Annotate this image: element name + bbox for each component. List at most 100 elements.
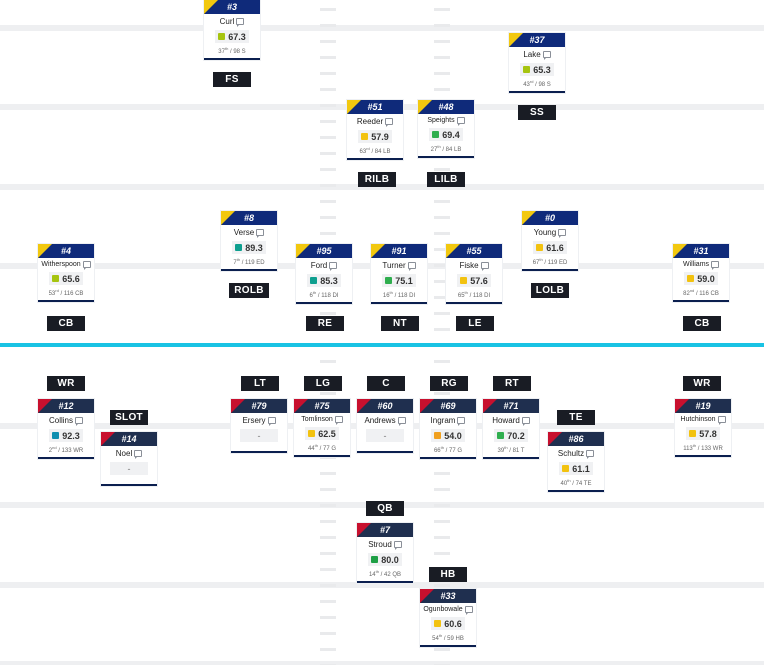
player-name[interactable]: Noel <box>115 449 133 458</box>
hash-mark <box>434 72 450 75</box>
grade-badge: 60.6 <box>431 617 465 630</box>
player-name[interactable]: Howard <box>492 416 520 425</box>
player-card-wr-right[interactable]: #19 Hutchinson 57.8 113th / 133 WR <box>675 399 731 457</box>
player-name[interactable]: Fiske <box>459 261 479 270</box>
rank-suffix: th <box>437 144 441 149</box>
note-icon[interactable] <box>397 417 406 426</box>
note-icon[interactable] <box>236 18 245 27</box>
note-icon[interactable] <box>334 416 343 425</box>
hash-mark <box>434 232 450 235</box>
jersey-number: #12 <box>58 401 74 411</box>
player-name[interactable]: Ingram <box>430 416 456 425</box>
player-card-le[interactable]: #55 Fiske 57.6 65th / 118 DI <box>446 244 502 304</box>
player-card-qb[interactable]: #7 Stroud 80.0 14th / 42 QB <box>357 523 413 583</box>
rank-total: / 119 ED <box>544 260 568 266</box>
jersey-number: #86 <box>568 434 584 444</box>
grade-color-indicator <box>235 244 243 251</box>
player-card-wr-left[interactable]: #12 Collins 92.3 2nd / 133 WR <box>38 399 94 459</box>
rank-number: 82 <box>683 291 690 297</box>
grade-value: 62.5 <box>318 428 336 439</box>
jersey-number-header: #0 <box>522 211 578 225</box>
player-card-rolb[interactable]: #8 Verse 89.3 7th / 119 ED <box>221 211 277 271</box>
jersey-number-header: #60 <box>357 399 413 413</box>
player-name[interactable]: Collins <box>48 416 73 425</box>
player-name[interactable]: Hutchinson <box>680 416 716 423</box>
player-card-re[interactable]: #95 Ford 85.3 6th / 118 DI <box>296 244 352 304</box>
player-card-te[interactable]: #86 Schultz 61.1 40th / 74 TE <box>548 432 604 492</box>
note-icon[interactable] <box>586 450 595 459</box>
player-card-fs[interactable]: #3 Curl 67.3 37th / 98 S <box>204 0 260 60</box>
player-name[interactable]: Curl <box>219 17 235 26</box>
player-name[interactable]: Tomlinson <box>301 416 333 423</box>
player-name[interactable]: Stroud <box>368 540 392 549</box>
player-name[interactable]: Ogunbowale <box>423 606 463 613</box>
player-name[interactable]: Lake <box>523 50 541 59</box>
note-icon[interactable] <box>711 261 720 270</box>
rank-number: 2 <box>48 448 53 454</box>
jersey-number-header: #3 <box>204 0 260 14</box>
note-icon[interactable] <box>542 51 551 60</box>
player-name[interactable]: Turner <box>382 261 406 270</box>
note-icon[interactable] <box>456 117 465 126</box>
player-card-cb-right[interactable]: #31 Williams 59.0 82nd / 116 CB <box>673 244 729 302</box>
note-icon[interactable] <box>480 262 489 271</box>
grade-value: 61.1 <box>572 463 590 474</box>
player-card-lt[interactable]: #79 Ersery - <box>231 399 287 453</box>
note-icon[interactable] <box>558 229 567 238</box>
rank-suffix: rd <box>55 288 59 293</box>
note-icon[interactable] <box>464 606 473 615</box>
rank-suffix: nd <box>52 445 57 450</box>
player-card-hb[interactable]: #33 Ogunbowale 60.6 54th / 59 HB <box>420 589 476 647</box>
player-card-c[interactable]: #60 Andrews - <box>357 399 413 453</box>
note-icon[interactable] <box>329 262 338 271</box>
hash-mark <box>320 488 336 491</box>
player-card-lg[interactable]: #75 Tomlinson 62.5 44th / 77 G <box>294 399 350 457</box>
hash-mark <box>434 328 450 331</box>
player-card-slot[interactable]: #14 Noel - <box>101 432 157 486</box>
player-name[interactable]: Schultz <box>557 449 585 458</box>
player-name[interactable]: Young <box>533 228 557 237</box>
note-icon[interactable] <box>267 417 276 426</box>
player-card-ss[interactable]: #37 Lake 65.3 43rd / 98 S <box>509 33 565 93</box>
grade-value: 92.3 <box>62 430 80 441</box>
grade-color-indicator <box>536 244 544 251</box>
jersey-number-header: #14 <box>101 432 157 446</box>
player-name[interactable]: Ersery <box>242 416 266 425</box>
player-card-cb-left[interactable]: #4 Witherspoon 65.6 53rd / 116 CB <box>38 244 94 302</box>
player-name[interactable]: Williams <box>682 261 710 268</box>
note-icon[interactable] <box>407 262 416 271</box>
note-icon[interactable] <box>521 417 530 426</box>
player-card-lolb[interactable]: #0 Young 61.6 67th / 119 ED <box>522 211 578 271</box>
rank-number: 54 <box>432 636 439 642</box>
player-name[interactable]: Ford <box>310 261 328 270</box>
hash-mark <box>434 264 450 267</box>
grade-value: - <box>257 430 261 441</box>
player-card-rt[interactable]: #71 Howard 70.2 39th / 81 T <box>483 399 539 459</box>
player-name[interactable]: Speights <box>427 117 455 124</box>
player-card-rg[interactable]: #69 Ingram 54.0 66th / 77 G <box>420 399 476 459</box>
note-icon[interactable] <box>256 229 265 238</box>
player-name[interactable]: Andrews <box>364 416 396 425</box>
player-card-rilb[interactable]: #51 Reeder 57.9 63rd / 84 LB <box>347 100 403 160</box>
hash-mark <box>434 360 450 363</box>
jersey-number-header: #12 <box>38 399 94 413</box>
note-icon[interactable] <box>82 261 91 270</box>
player-name[interactable]: Verse <box>233 228 255 237</box>
yard-line <box>0 25 764 31</box>
note-icon[interactable] <box>457 417 466 426</box>
note-icon[interactable] <box>75 417 83 426</box>
grade-badge: 85.3 <box>307 274 341 287</box>
player-name[interactable]: Reeder <box>356 117 384 126</box>
hash-mark <box>320 472 336 475</box>
note-icon[interactable] <box>385 118 394 127</box>
jersey-number-header: #69 <box>420 399 476 413</box>
rank-suffix: rd <box>529 79 534 84</box>
note-icon[interactable] <box>717 416 726 425</box>
player-name[interactable]: Witherspoon <box>41 261 81 268</box>
note-icon[interactable] <box>134 450 143 459</box>
player-card-nt[interactable]: #91 Turner 75.1 16th / 118 DI <box>371 244 427 304</box>
jersey-number-header: #37 <box>509 33 565 47</box>
grade-color-indicator <box>308 430 316 437</box>
player-card-lilb[interactable]: #48 Speights 69.4 27th / 84 LB <box>418 100 474 158</box>
note-icon[interactable] <box>393 541 402 550</box>
